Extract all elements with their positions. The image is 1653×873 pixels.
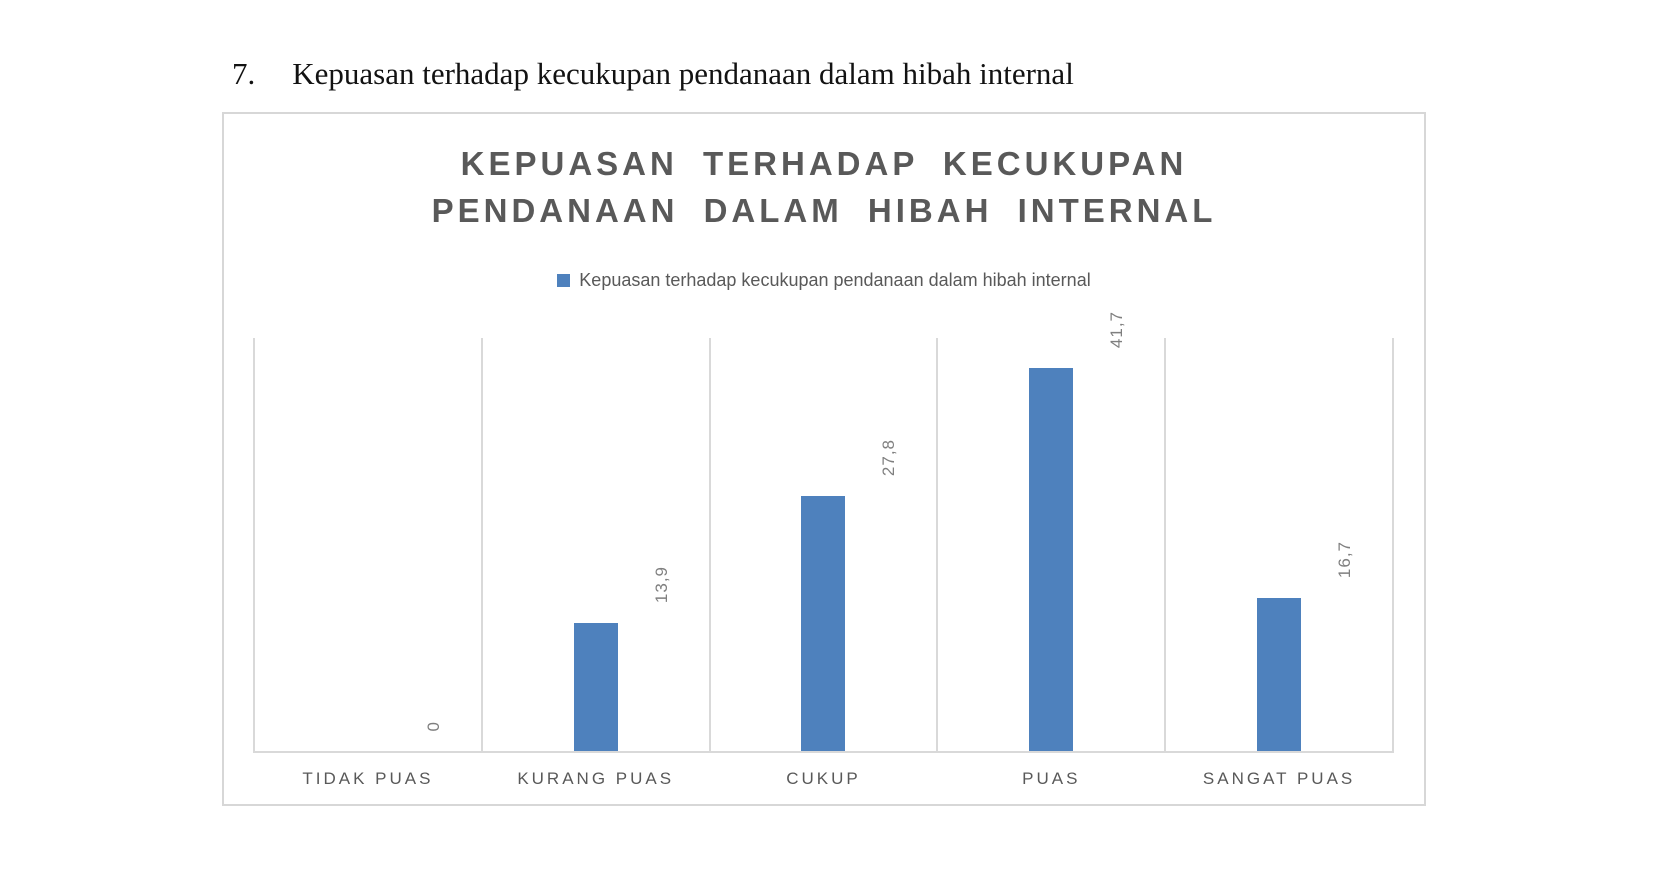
bar-value-label: 13,9 [651,565,671,603]
bar-value-label: 27,8 [879,438,899,476]
bar-cukup [801,496,846,751]
bar-value-label: 41,7 [1107,310,1127,348]
chart-frame: KEPUASAN TERHADAP KECUKUPAN PENDANAAN DA… [222,112,1426,806]
chart-title: KEPUASAN TERHADAP KECUKUPAN PENDANAAN DA… [224,140,1424,234]
category-label: TIDAK PUAS [302,769,434,788]
category-cell: 27,8 CUKUP [708,338,937,788]
category-cell: 0 TIDAK PUAS [253,338,481,788]
bar-sangat-puas [1257,598,1302,751]
heading-number: 7. [232,56,256,91]
legend-swatch [557,274,571,287]
category-cell: 41,7 PUAS [936,311,1164,788]
chart-legend: Kepuasan terhadap kecukupan pendanaan da… [224,270,1424,291]
heading-text: Kepuasan terhadap kecukupan pendanaan da… [292,56,1074,91]
category-label: CUKUP [786,769,861,788]
bar-value-label: 0 [423,720,443,731]
category-label: KURANG PUAS [517,769,675,788]
bar-kurang-puas [573,623,618,751]
category-cell: 13,9 KURANG PUAS [480,338,709,788]
section-heading: 7. Kepuasan terhadap kecukupan pendanaan… [232,56,1074,92]
category-label: PUAS [1022,769,1081,788]
category-cell: 16,7 SANGAT PUAS [1164,338,1394,788]
legend-label: Kepuasan terhadap kecukupan pendanaan da… [579,270,1091,290]
bar-value-label: 16,7 [1335,540,1355,578]
chart-title-line-1: KEPUASAN TERHADAP KECUKUPAN [460,145,1188,182]
category-label: SANGAT PUAS [1202,769,1356,788]
bar-puas [1029,368,1074,751]
chart-title-line-2: PENDANAAN DALAM HIBAH INTERNAL [431,192,1217,229]
plot-area: 0 TIDAK PUAS 13,9 KURANG PUAS 27,8 CUKUP 41,7 P… [253,311,1394,788]
